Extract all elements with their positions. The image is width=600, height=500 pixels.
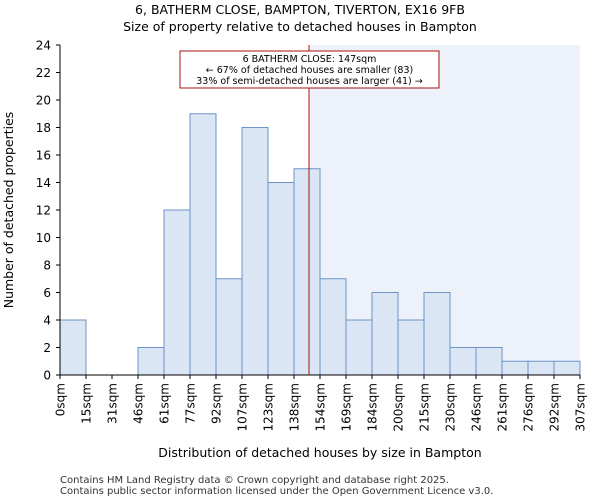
y-tick-label: 0 [43, 369, 51, 383]
annotation-line1: 6 BATHERM CLOSE: 147sqm [243, 54, 377, 65]
y-tick-label: 22 [36, 66, 51, 80]
bar-107sqm [241, 127, 269, 376]
y-tick-label: 14 [36, 176, 51, 190]
bar-169sqm [345, 319, 373, 376]
y-tick-label: 10 [36, 231, 51, 245]
bar-261sqm [501, 360, 529, 376]
x-tick-label: 184sqm [366, 383, 380, 431]
bar-215sqm [423, 292, 451, 376]
x-axis-label: Distribution of detached houses by size … [158, 445, 481, 460]
bar-77sqm [189, 113, 217, 376]
y-axis-label: Number of detached properties [1, 112, 16, 309]
annotation-line3: 33% of semi-detached houses are larger (… [196, 76, 423, 87]
marker: 6 BATHERM CLOSE: 147sqm← 67% of detached… [179, 45, 440, 375]
bar-0sqm [59, 319, 87, 376]
bars [59, 113, 581, 376]
x-tick-label: 200sqm [392, 383, 406, 431]
chart-subtitle: Size of property relative to detached ho… [123, 19, 477, 34]
y-tick-label: 6 [43, 286, 51, 300]
annotation-box [179, 50, 440, 89]
chart-title: 6, BATHERM CLOSE, BAMPTON, TIVERTON, EX1… [135, 2, 465, 17]
y-tick-label: 18 [36, 121, 51, 135]
x-tick-label: 276sqm [522, 383, 536, 431]
x-tick-label: 92sqm [210, 383, 224, 424]
y-tick-label: 2 [43, 341, 51, 355]
x-tick-label: 107sqm [236, 383, 250, 431]
y-tick-label: 20 [36, 94, 51, 108]
x-tick-label: 169sqm [340, 383, 354, 431]
x-tick-label: 123sqm [262, 383, 276, 431]
bar-184sqm [371, 292, 399, 376]
x-ticks: 0sqm 15sqm 31sqm 46sqm 61sqm 77sqm 92sqm 107sqm… [54, 375, 588, 431]
bar-61sqm [163, 209, 191, 376]
y-tick-label: 8 [43, 259, 51, 273]
x-tick-label: 46sqm [132, 383, 146, 424]
bar-200sqm [397, 319, 425, 376]
bar-246sqm [475, 347, 503, 376]
x-tick-label: 15sqm [80, 383, 94, 424]
y-tick-label: 12 [36, 204, 51, 218]
x-tick-label: 61sqm [158, 383, 172, 424]
bar-123sqm [267, 182, 295, 376]
annotation-line2: ← 67% of detached houses are smaller (83… [206, 65, 413, 76]
bar-276sqm [527, 360, 555, 376]
x-tick-label: 0sqm [54, 383, 68, 416]
bar-138sqm [293, 168, 321, 376]
x-tick-label: 31sqm [106, 383, 120, 424]
y-tick-label: 16 [36, 149, 51, 163]
x-tick-label: 307sqm [574, 383, 588, 431]
x-tick-label: 292sqm [548, 383, 562, 431]
x-tick-label: 154sqm [314, 383, 328, 431]
x-tick-label: 138sqm [288, 383, 302, 431]
bar-292sqm [553, 360, 581, 376]
bar-154sqm [319, 278, 347, 376]
y-tick-label: 4 [43, 314, 51, 328]
footer-line-1: Contains HM Land Registry data © Crown c… [60, 475, 449, 486]
x-tick-label: 246sqm [470, 383, 484, 431]
x-tick-label: 230sqm [444, 383, 458, 431]
x-tick-label: 261sqm [496, 383, 510, 431]
y-tick-label: 24 [36, 39, 51, 53]
bar-230sqm [449, 347, 477, 376]
bar-46sqm [137, 347, 165, 376]
x-tick-label: 215sqm [418, 383, 432, 431]
bar-92sqm [215, 278, 243, 376]
footer-line-2: Contains public sector information licen… [60, 486, 493, 497]
x-tick-label: 77sqm [184, 383, 198, 424]
